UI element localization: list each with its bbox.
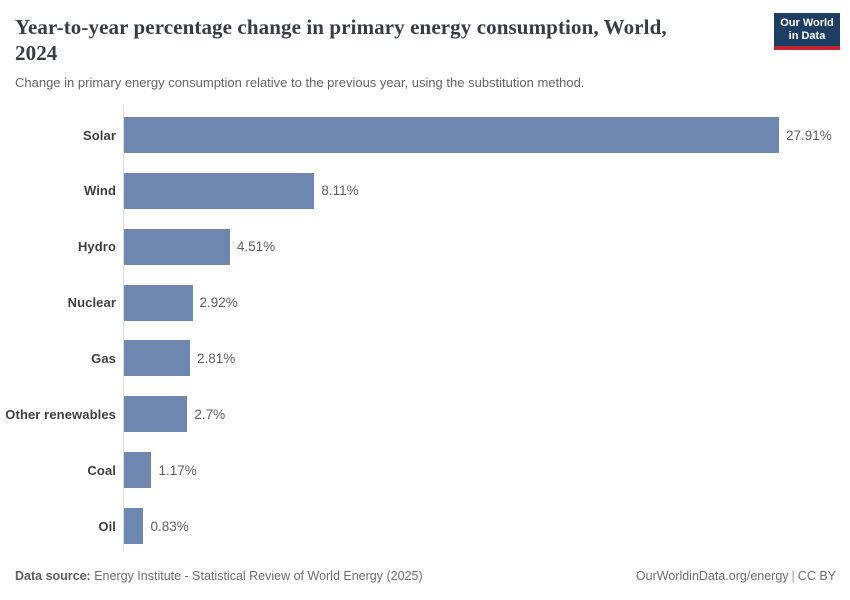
- owid-logo-line1: Our World: [780, 17, 834, 29]
- bar-row: Hydro 4.51%: [0, 228, 850, 265]
- bar[interactable]: [124, 452, 152, 489]
- bar-row: Coal 1.17%: [0, 452, 850, 489]
- data-source: Data source: Energy Institute - Statisti…: [15, 569, 423, 584]
- bar[interactable]: [124, 117, 779, 153]
- bar-row: Other renewables 2.7%: [0, 396, 850, 433]
- value-label: 4.51%: [236, 239, 276, 255]
- bar-chart: Solar 27.91% Wind 8.11% Hydro 4.51% Nuclear 2.9…: [0, 105, 850, 551]
- chart-subtitle: Change in primary energy consumption rel…: [15, 75, 585, 90]
- bar-row: Wind 8.11%: [0, 172, 850, 209]
- owid-logo-stripe: [774, 46, 840, 50]
- bar[interactable]: [124, 172, 315, 209]
- bar-row: Gas 2.81%: [0, 340, 850, 377]
- owid-logo[interactable]: Our World in Data: [774, 13, 840, 50]
- owid-logo-text: Our World in Data: [774, 13, 840, 46]
- bar[interactable]: [124, 284, 193, 321]
- bar[interactable]: [124, 396, 188, 433]
- category-label: Solar: [82, 127, 116, 143]
- category-label: Hydro: [77, 239, 116, 255]
- bar-row: Solar 27.91%: [0, 117, 850, 153]
- category-label: Gas: [91, 350, 116, 366]
- chart-title: Year-to-year percentage change in primar…: [15, 15, 667, 65]
- owid-logo-line2: in Data: [788, 30, 826, 42]
- footer-attribution: OurWorldinData.org/energy | CC BY: [636, 569, 836, 584]
- category-label: Nuclear: [67, 295, 116, 311]
- data-source-label: Data source:: [15, 569, 91, 583]
- value-label: 0.83%: [150, 518, 189, 534]
- value-label: 8.11%: [321, 183, 359, 199]
- value-label: 2.92%: [199, 295, 238, 311]
- data-source-text: Energy Institute - Statistical Review of…: [94, 569, 423, 583]
- value-label: 1.17%: [158, 462, 197, 478]
- bar-row: Nuclear 2.92%: [0, 284, 850, 321]
- category-label: Other renewables: [5, 406, 116, 422]
- chart-header: Year-to-year percentage change in primar…: [15, 14, 715, 91]
- bar[interactable]: [124, 508, 144, 545]
- license-separator: |: [791, 569, 795, 583]
- category-label: Oil: [98, 518, 116, 534]
- license-label: CC BY: [797, 569, 836, 583]
- bar-row: Oil 0.83%: [0, 508, 850, 545]
- value-label: 2.81%: [196, 350, 236, 366]
- bar[interactable]: [124, 340, 190, 377]
- category-label: Wind: [83, 183, 116, 199]
- value-label: 27.91%: [786, 127, 832, 143]
- bar[interactable]: [124, 228, 230, 265]
- footer-link[interactable]: OurWorldinData.org/energy: [635, 569, 789, 583]
- chart-footer: Data source: Energy Institute - Statisti…: [15, 569, 836, 584]
- category-label: Coal: [87, 462, 116, 478]
- y-axis-line: [123, 105, 124, 551]
- value-label: 2.7%: [194, 406, 226, 422]
